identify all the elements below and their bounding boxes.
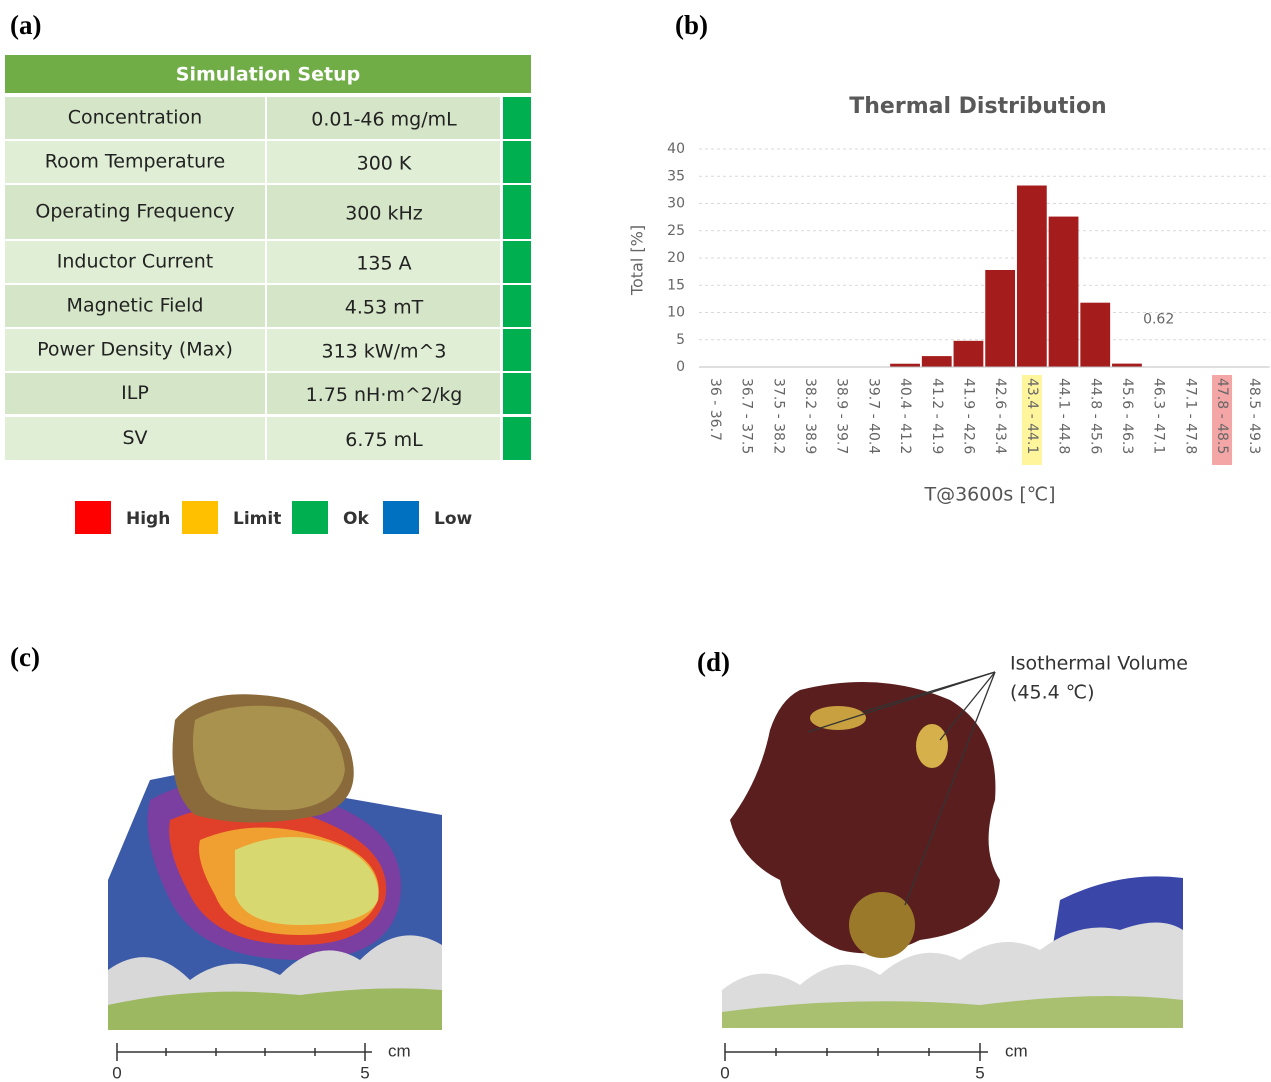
y-tick-label: 15	[667, 277, 685, 293]
data-label: 0.62	[1143, 312, 1174, 328]
table-text: Power Density (Max)	[37, 339, 233, 361]
bar	[1112, 364, 1142, 367]
scale-label: 0	[112, 1063, 121, 1082]
x-tick-label: 41.9 - 42.6	[960, 378, 976, 454]
y-tick-label: 5	[676, 332, 685, 348]
bar	[1080, 303, 1110, 367]
figure: (a) (b) (c) (d) Isothermal Volume (45.4 …	[0, 0, 1271, 1082]
table-text: 6.75 mL	[345, 429, 423, 451]
table-text: 135 A	[356, 253, 411, 275]
legend-swatch	[182, 501, 218, 534]
bar	[922, 356, 952, 367]
panel-label: (a)	[10, 10, 41, 40]
table-text: 300 kHz	[345, 203, 423, 225]
scale-bar	[117, 1043, 988, 1061]
scale-label: 5	[360, 1063, 369, 1082]
y-tick-label: 0	[676, 359, 685, 375]
status-cell	[503, 185, 531, 239]
table-text: SV	[122, 427, 147, 449]
table-text: 4.53 mT	[345, 297, 424, 319]
x-tick-label: 42.6 - 43.4	[992, 378, 1008, 454]
bar	[954, 341, 984, 367]
legend-swatch	[292, 501, 328, 534]
y-tick-label: 20	[667, 250, 685, 266]
legend-swatch	[75, 501, 111, 534]
x-tick-label: 44.8 - 45.6	[1087, 378, 1103, 454]
bar	[1049, 217, 1079, 367]
x-tick-label: 39.7 - 40.4	[865, 378, 881, 454]
x-tick-label: 46.3 - 47.1	[1151, 378, 1167, 454]
legend-swatch	[383, 501, 419, 534]
table-text: 313 kW/m^3	[321, 341, 446, 363]
status-cell	[503, 329, 531, 371]
table-text: 1.75 nH·m^2/kg	[306, 384, 463, 406]
table-text: Operating Frequency	[35, 201, 234, 223]
y-axis-label: Total [%]	[628, 225, 647, 296]
x-tick-label: 41.2 - 41.9	[929, 378, 945, 454]
panel-label: (c)	[10, 642, 40, 672]
y-tick-label: 40	[667, 141, 685, 157]
y-tick-label: 10	[667, 305, 685, 321]
x-tick-label: 44.1 - 44.8	[1056, 378, 1072, 454]
x-tick-label: 48.5 - 49.3	[1246, 378, 1262, 454]
x-tick-label: 37.5 - 38.2	[770, 378, 786, 454]
y-tick-label: 30	[667, 196, 685, 212]
bar	[1017, 186, 1047, 367]
status-cell	[503, 141, 531, 183]
x-tick-label: 47.1 - 47.8	[1182, 378, 1198, 454]
table-text: Concentration	[68, 107, 202, 129]
chart-title: Thermal Distribution	[849, 94, 1106, 119]
bar	[985, 270, 1015, 367]
panel-label: (d)	[697, 647, 730, 677]
scale-label: 5	[975, 1063, 984, 1082]
render-c	[108, 694, 442, 1030]
y-tick-label: 25	[667, 223, 685, 239]
x-tick-label: 36.7 - 37.5	[739, 378, 755, 454]
table-text: 0.01-46 mg/mL	[311, 109, 457, 131]
scale-unit: cm	[388, 1041, 411, 1060]
legend-label: High	[126, 509, 170, 529]
x-tick-label: 38.2 - 38.9	[802, 378, 818, 454]
x-tick-label: 38.9 - 39.7	[834, 378, 850, 454]
x-tick-label: 45.6 - 46.3	[1119, 378, 1135, 454]
table-text: Room Temperature	[45, 151, 226, 173]
legend-label: Limit	[233, 509, 281, 529]
table-text: Inductor Current	[57, 251, 213, 273]
table-title: Simulation Setup	[176, 64, 360, 86]
status-cell	[503, 417, 531, 460]
x-tick-label: 47.8 - 48.5	[1214, 378, 1230, 454]
status-cell	[503, 97, 531, 139]
x-tick-label: 40.4 - 41.2	[897, 378, 913, 454]
legend-label: Low	[434, 509, 473, 529]
table-text: ILP	[121, 382, 149, 404]
status-cell	[503, 241, 531, 283]
status-cell	[503, 373, 531, 414]
x-tick-label: 36 - 36.7	[707, 378, 723, 441]
legend-label: Ok	[343, 509, 369, 529]
panel-label: (b)	[675, 10, 708, 40]
x-tick-label: 43.4 - 44.1	[1024, 378, 1040, 454]
table-text: 300 K	[357, 153, 412, 175]
status-cell	[503, 285, 531, 327]
annotation: Isothermal Volume	[1010, 653, 1188, 675]
y-tick-label: 35	[667, 168, 685, 184]
annotation: (45.4 ℃)	[1010, 682, 1095, 704]
render-d	[722, 672, 1183, 1028]
table-text: Magnetic Field	[67, 295, 204, 317]
scale-label: 0	[720, 1063, 729, 1082]
x-axis-label: T@3600s [℃]	[923, 484, 1055, 506]
scale-unit: cm	[1005, 1041, 1028, 1060]
